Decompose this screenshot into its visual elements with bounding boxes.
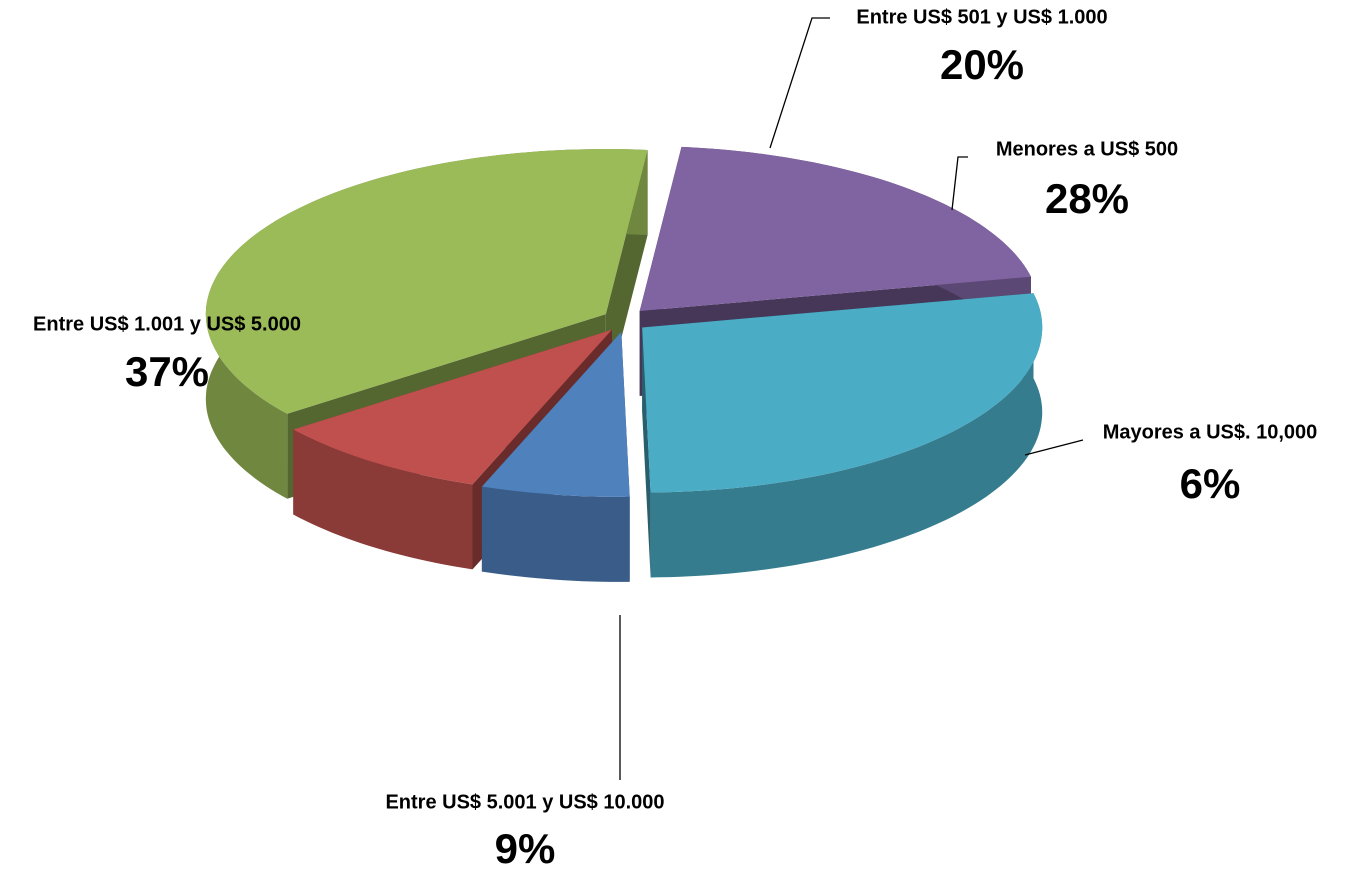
slice [205,149,648,414]
slice-side [650,293,1043,578]
slice [481,331,630,497]
value-label: 28% [1045,175,1129,222]
slice-label: Menores a US$ 500 [996,138,1178,160]
leader-line [1024,439,1084,456]
slice-label: Entre US$ 5.001 y US$ 10.000 [385,791,664,813]
value-label: 20% [940,41,1024,88]
value-label: 37% [125,348,209,395]
slice-side [293,429,473,570]
slice-label: Entre US$ 1.001 y US$ 5.000 [33,313,301,335]
value-label: 6% [1180,460,1241,507]
leader-line [769,17,830,149]
slice-label: Mayores a US$. 10,000 [1103,421,1318,443]
slice-label: Entre US$ 501 y US$ 1.000 [856,6,1107,28]
slice-side [481,486,630,582]
leader-line [951,156,968,211]
slice [639,146,1031,311]
slice [293,329,612,485]
slice [642,293,1043,493]
slice-wall [642,327,651,578]
value-label: 9% [495,825,556,872]
